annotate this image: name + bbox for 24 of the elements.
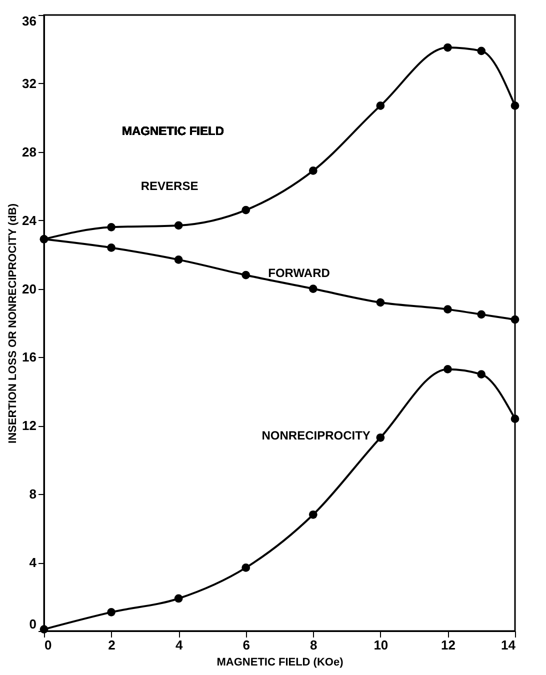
x-tick-label: 14	[501, 638, 516, 652]
y-tick-label: 20	[22, 281, 36, 296]
y-tick-label: 28	[22, 144, 36, 160]
y-tick-label: 0	[29, 616, 36, 632]
series-label: NONRECIPROCITY	[262, 428, 370, 443]
y-tick-label: 16	[22, 350, 36, 365]
series-label: FORWARD	[268, 266, 330, 280]
y-axis-title: INSERTION LOSS OR NONRECIPROCITY (dB)	[7, 203, 20, 444]
x-axis-title: MAGNETIC FIELD (KOe)	[216, 656, 344, 668]
x-tick-label: 12	[440, 638, 456, 652]
y-tick-label: 32	[22, 76, 36, 91]
y-tick-label: 4	[29, 555, 38, 570]
x-tick-label: 6	[242, 638, 250, 652]
x-tick-label: 8	[310, 638, 318, 652]
text: REVERSE	[140, 179, 198, 194]
y-tick-label: 8	[29, 486, 36, 502]
y-tick-label: 12	[22, 418, 36, 434]
x-tick-label: 4	[175, 638, 184, 652]
x-tick-label: 2	[108, 638, 116, 652]
x-tick-label: 0	[44, 638, 52, 652]
x-tick-label: 10	[374, 638, 388, 652]
y-tick-label: 24	[22, 212, 38, 228]
annotation: MAGNETIC FIELD	[122, 124, 224, 138]
y-tick-label: 36	[22, 14, 36, 28]
